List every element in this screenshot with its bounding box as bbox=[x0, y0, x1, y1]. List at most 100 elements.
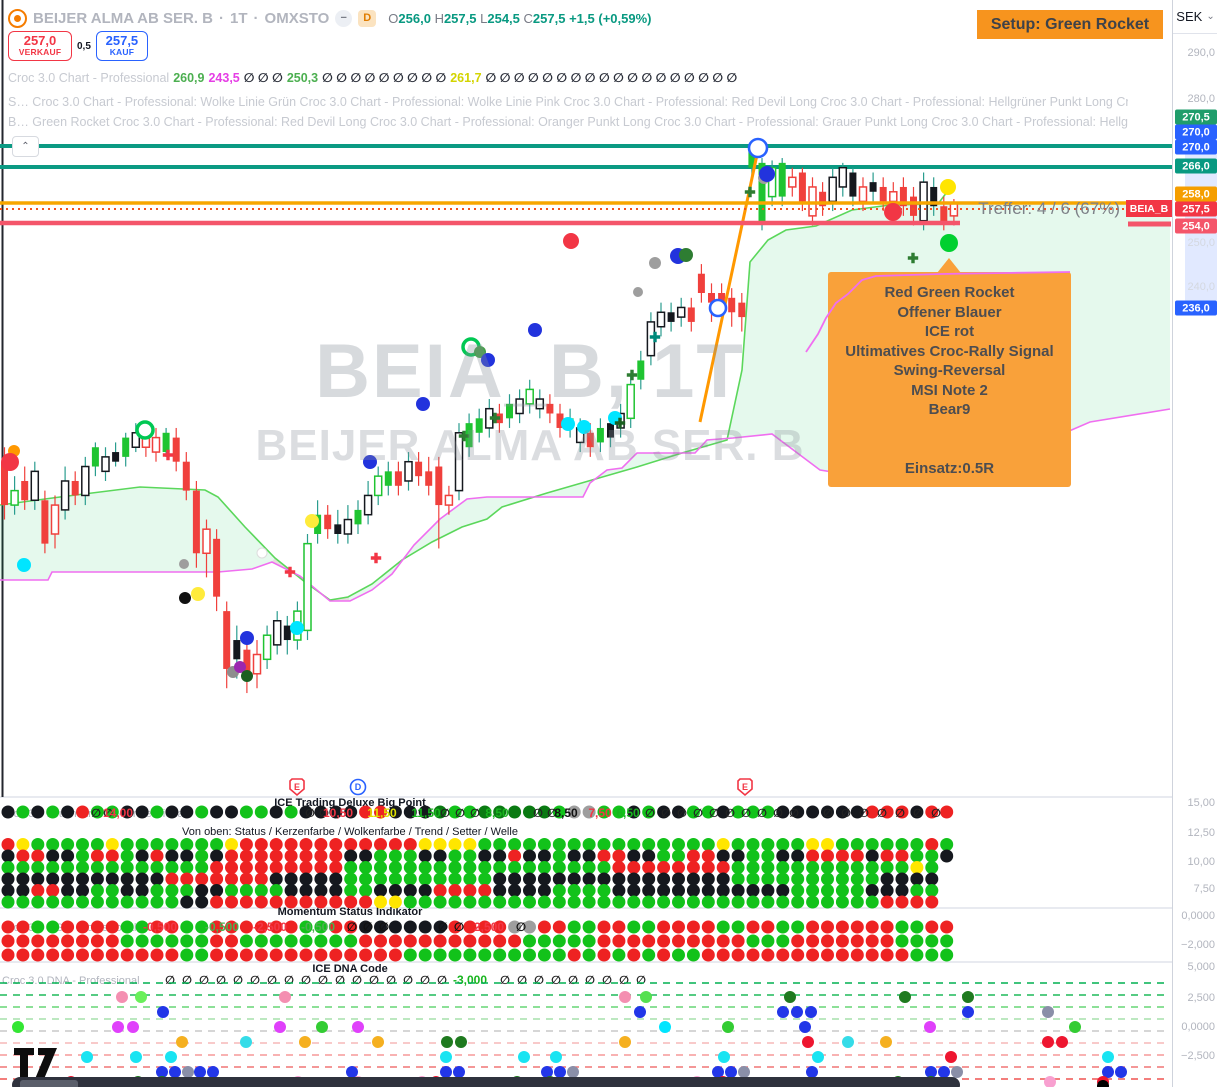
signal-dot-marker bbox=[561, 417, 575, 431]
matrix-dot bbox=[46, 805, 60, 819]
pane-text: ∅ bbox=[470, 808, 480, 820]
matrix-dot bbox=[612, 849, 626, 863]
collapse-lines-button[interactable]: ⌃ bbox=[12, 136, 39, 157]
matrix-dot bbox=[150, 934, 164, 948]
matrix-dot bbox=[418, 838, 432, 851]
matrix-dot bbox=[865, 838, 879, 851]
treffer-stat-label: Treffer: 4 / 6 (67%) bbox=[978, 199, 1120, 218]
pane-text: ∅ bbox=[438, 920, 448, 934]
plus-marker bbox=[162, 449, 174, 461]
matrix-dot bbox=[612, 948, 626, 962]
matrix-dot bbox=[880, 934, 894, 948]
matrix-dot bbox=[776, 934, 790, 948]
matrix-dot bbox=[418, 861, 432, 874]
matrix-dot bbox=[731, 948, 745, 962]
candle-body bbox=[676, 306, 686, 318]
matrix-dot bbox=[90, 872, 104, 886]
matrix-dot bbox=[731, 861, 745, 874]
matrix-dot bbox=[925, 884, 939, 897]
pane-text: ∅ bbox=[369, 975, 379, 987]
matrix-dot bbox=[299, 838, 313, 851]
candle-body bbox=[828, 176, 837, 203]
matrix-dot bbox=[46, 849, 60, 863]
matrix-dot bbox=[299, 884, 313, 897]
candle-body bbox=[687, 307, 695, 322]
matrix-dot bbox=[523, 838, 536, 851]
matrix-dot bbox=[597, 872, 611, 886]
symbol-name[interactable]: BEIJER ALMA AB SER. B bbox=[33, 9, 214, 27]
matrix-dot bbox=[537, 849, 551, 863]
matrix-dot bbox=[329, 849, 343, 863]
indicator-legend-row-3[interactable]: B… Green Rocket Croc 3.0 Chart - Profess… bbox=[8, 115, 1128, 129]
matrix-dot bbox=[523, 805, 536, 819]
matrix-dot bbox=[388, 895, 402, 909]
indicator-legend-row-1[interactable]: Croc 3.0 Chart - Professional 260,9 243,5 ∅… bbox=[8, 70, 1128, 85]
pane-text: ∅ bbox=[363, 920, 373, 934]
matrix-dot bbox=[403, 849, 417, 863]
matrix-dot bbox=[850, 861, 864, 874]
dna-dot bbox=[182, 1066, 194, 1078]
matrix-dot bbox=[120, 920, 134, 934]
price-scale-badge: 236,0 bbox=[1175, 300, 1217, 316]
price-scale-tick: 5,000 bbox=[1187, 961, 1215, 973]
bottom-toolbar-handle[interactable] bbox=[20, 1080, 78, 1087]
pane-text: ∅ bbox=[741, 808, 751, 820]
matrix-dot bbox=[1, 920, 15, 934]
pane-text: ∅ bbox=[301, 975, 311, 987]
matrix-dot bbox=[135, 838, 149, 851]
matrix-dot bbox=[910, 948, 924, 962]
price-scale[interactable]: SEK ⌄ 290,0 280,0 270,5 270,0 270,0 266,0 258,… bbox=[1172, 0, 1217, 1087]
matrix-dot bbox=[761, 934, 775, 948]
candle-body bbox=[637, 360, 645, 380]
minus-badge-icon[interactable]: − bbox=[335, 9, 353, 27]
matrix-dot bbox=[791, 895, 805, 909]
matrix-dot bbox=[478, 805, 492, 819]
matrix-dot bbox=[791, 948, 805, 962]
candle-body bbox=[930, 186, 938, 207]
market-status-badge[interactable]: D bbox=[358, 9, 377, 27]
signal-dot-marker bbox=[234, 661, 246, 673]
matrix-dot bbox=[403, 920, 417, 934]
matrix-dot bbox=[597, 884, 611, 897]
matrix-dot bbox=[612, 861, 626, 874]
currency-dropdown[interactable]: SEK ⌄ bbox=[1173, 0, 1217, 34]
matrix-dot bbox=[448, 805, 462, 819]
candle-body bbox=[373, 475, 383, 497]
candle-body bbox=[475, 418, 483, 433]
matrix-dot bbox=[567, 805, 581, 819]
matrix-dot bbox=[344, 895, 358, 909]
buy-button[interactable]: 257,5 KAUF bbox=[95, 31, 148, 61]
matrix-dot bbox=[359, 849, 373, 863]
sell-button[interactable]: 257,0 VERKAUF bbox=[8, 31, 72, 61]
matrix-dot bbox=[567, 872, 581, 886]
pane-text: 10,50 bbox=[323, 806, 353, 820]
matrix-dot bbox=[642, 861, 656, 874]
matrix-dot bbox=[716, 861, 730, 874]
matrix-dot bbox=[552, 884, 566, 897]
timeframe[interactable]: 1T bbox=[230, 9, 248, 27]
signal-tooltip: Red Green Rocket Offener Blauer ICE rot … bbox=[828, 272, 1071, 487]
matrix-dot bbox=[493, 920, 507, 934]
candle-body bbox=[849, 172, 857, 197]
matrix-dot bbox=[925, 805, 939, 819]
matrix-dot bbox=[835, 849, 849, 863]
matrix-dot bbox=[880, 872, 894, 886]
dna-dot bbox=[1042, 1006, 1054, 1018]
indicator-legend-row-2[interactable]: S… Croc 3.0 Chart - Professional: Wolke … bbox=[8, 95, 1128, 109]
pane-text: ∅ bbox=[636, 975, 646, 987]
matrix-dot bbox=[433, 838, 447, 851]
dna-dot bbox=[880, 1036, 892, 1048]
exchange-name: OMXSTO bbox=[264, 9, 330, 27]
bottom-toolbar[interactable] bbox=[12, 1077, 960, 1087]
matrix-dot bbox=[284, 895, 298, 909]
pane-text: 7,50 bbox=[588, 806, 612, 820]
matrix-dot bbox=[746, 861, 760, 874]
matrix-dot bbox=[239, 872, 253, 886]
dna-dot bbox=[1115, 1066, 1127, 1078]
dna-dot bbox=[316, 1021, 328, 1033]
matrix-dot bbox=[791, 805, 805, 819]
signal-dot-marker bbox=[940, 179, 956, 195]
matrix-dot bbox=[1, 872, 15, 886]
matrix-dot bbox=[686, 948, 700, 962]
